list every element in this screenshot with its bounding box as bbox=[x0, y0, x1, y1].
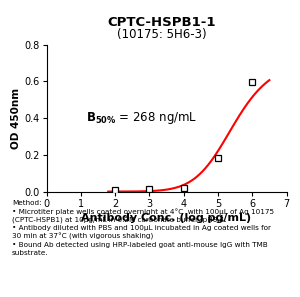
Text: Method:
• Microtiter plate wells coated overnight at 4°C  with 100μL of Ag 10175: Method: • Microtiter plate wells coated … bbox=[12, 200, 274, 256]
Text: $\mathbf{B_{50\%}}$ = 268 ng/mL: $\mathbf{B_{50\%}}$ = 268 ng/mL bbox=[86, 110, 197, 126]
Text: CPTC-HSPB1-1: CPTC-HSPB1-1 bbox=[108, 16, 216, 29]
Text: (10175: 5H6-3): (10175: 5H6-3) bbox=[117, 28, 207, 41]
Y-axis label: OD 450nm: OD 450nm bbox=[11, 88, 21, 148]
X-axis label: Antibody Conc. (log pg/mL): Antibody Conc. (log pg/mL) bbox=[81, 213, 252, 223]
